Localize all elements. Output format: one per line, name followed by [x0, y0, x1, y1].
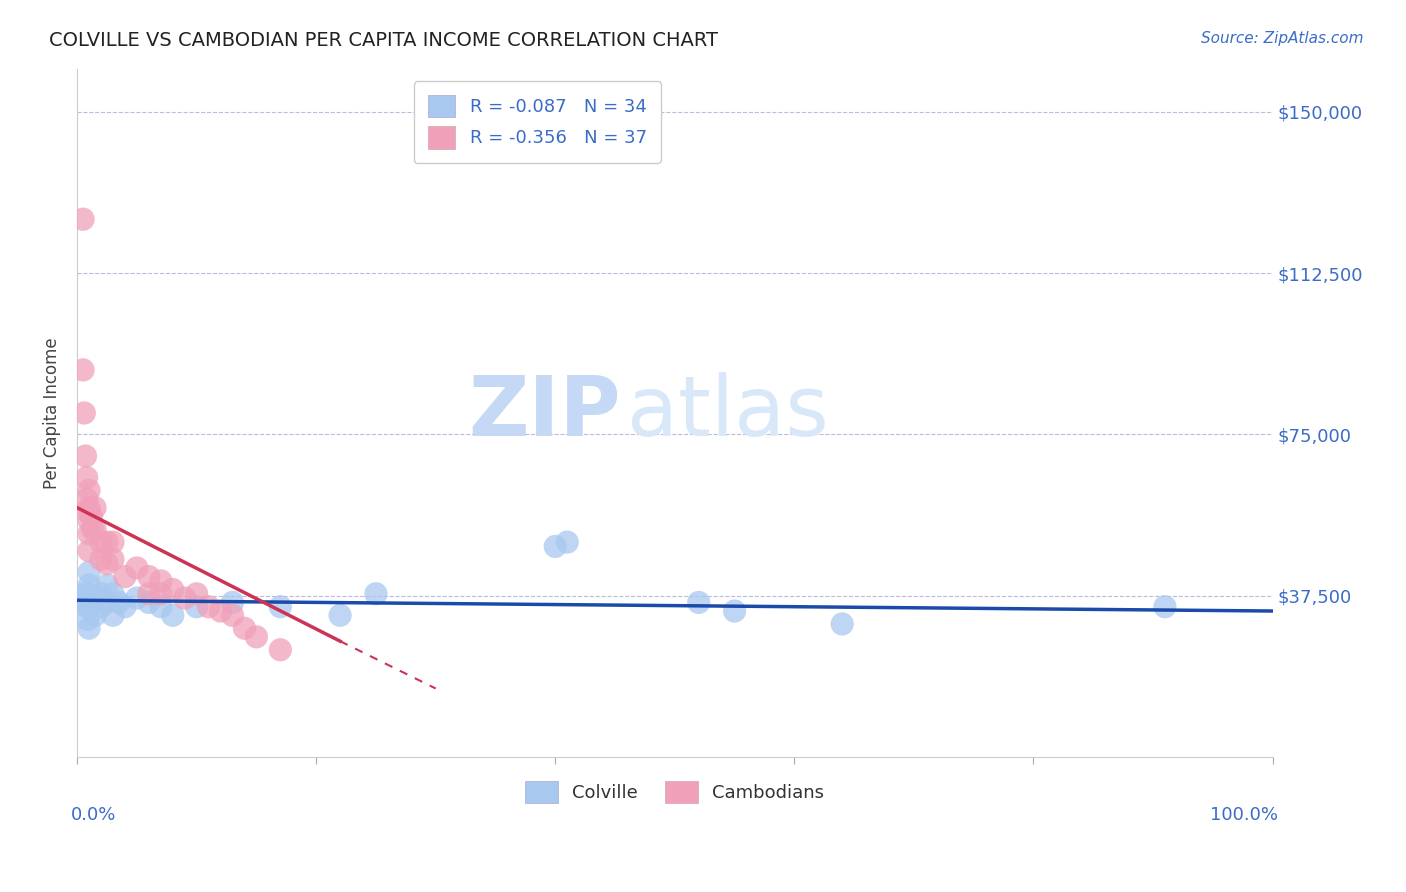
Point: [84, 500, 107, 515]
Point: [96, 595, 118, 609]
Point: [77, 500, 100, 515]
Point: [138, 587, 160, 601]
Point: [101, 535, 124, 549]
Point: [221, 608, 243, 623]
Point: [209, 604, 232, 618]
Point: [80, 509, 103, 524]
Point: [114, 569, 136, 583]
Point: [101, 608, 124, 623]
Point: [723, 604, 745, 618]
Point: [149, 574, 172, 588]
Point: [84, 608, 107, 623]
Point: [90, 599, 112, 614]
Point: [76, 613, 98, 627]
Y-axis label: Per Capita Income: Per Capita Income: [44, 337, 60, 489]
Point: [149, 587, 172, 601]
Point: [329, 608, 352, 623]
Text: ZIP: ZIP: [468, 373, 621, 453]
Point: [96, 578, 118, 592]
Point: [73, 406, 96, 420]
Point: [77, 526, 100, 541]
Point: [90, 552, 112, 566]
Point: [77, 514, 100, 528]
Point: [138, 595, 160, 609]
Point: [101, 587, 124, 601]
Point: [688, 595, 710, 609]
Point: [269, 599, 291, 614]
Point: [173, 591, 195, 606]
Point: [186, 587, 208, 601]
Point: [555, 535, 578, 549]
Point: [125, 561, 148, 575]
Point: [77, 543, 100, 558]
Point: [72, 363, 94, 377]
Point: [162, 582, 184, 597]
Point: [82, 522, 104, 536]
Text: atlas: atlas: [627, 373, 828, 453]
Point: [186, 599, 208, 614]
Point: [138, 569, 160, 583]
Point: [77, 578, 100, 592]
Point: [77, 587, 100, 601]
Point: [114, 599, 136, 614]
Point: [1154, 599, 1177, 614]
Text: COLVILLE VS CAMBODIAN PER CAPITA INCOME CORRELATION CHART: COLVILLE VS CAMBODIAN PER CAPITA INCOME …: [49, 31, 718, 50]
Point: [90, 587, 112, 601]
Point: [76, 491, 98, 506]
Point: [77, 566, 100, 580]
Text: Source: ZipAtlas.com: Source: ZipAtlas.com: [1201, 31, 1364, 46]
Text: 100.0%: 100.0%: [1211, 805, 1278, 823]
Point: [245, 630, 267, 644]
Point: [108, 595, 131, 609]
Point: [364, 587, 387, 601]
Point: [76, 599, 98, 614]
Point: [544, 540, 567, 554]
Legend: Colville, Cambodians: Colville, Cambodians: [519, 774, 831, 810]
Point: [125, 591, 148, 606]
Text: 0.0%: 0.0%: [72, 805, 117, 823]
Point: [831, 616, 853, 631]
Point: [75, 595, 97, 609]
Point: [149, 599, 172, 614]
Point: [77, 621, 100, 635]
Point: [233, 621, 256, 635]
Point: [162, 608, 184, 623]
Point: [221, 595, 243, 609]
Point: [72, 212, 94, 227]
Point: [84, 522, 107, 536]
Point: [77, 483, 100, 498]
Point: [76, 505, 98, 519]
Point: [90, 535, 112, 549]
Point: [77, 599, 100, 614]
Point: [96, 535, 118, 549]
Point: [101, 552, 124, 566]
Point: [84, 591, 107, 606]
Point: [75, 449, 97, 463]
Point: [76, 470, 98, 484]
Point: [96, 557, 118, 571]
Point: [72, 587, 94, 601]
Point: [197, 599, 219, 614]
Point: [269, 642, 291, 657]
